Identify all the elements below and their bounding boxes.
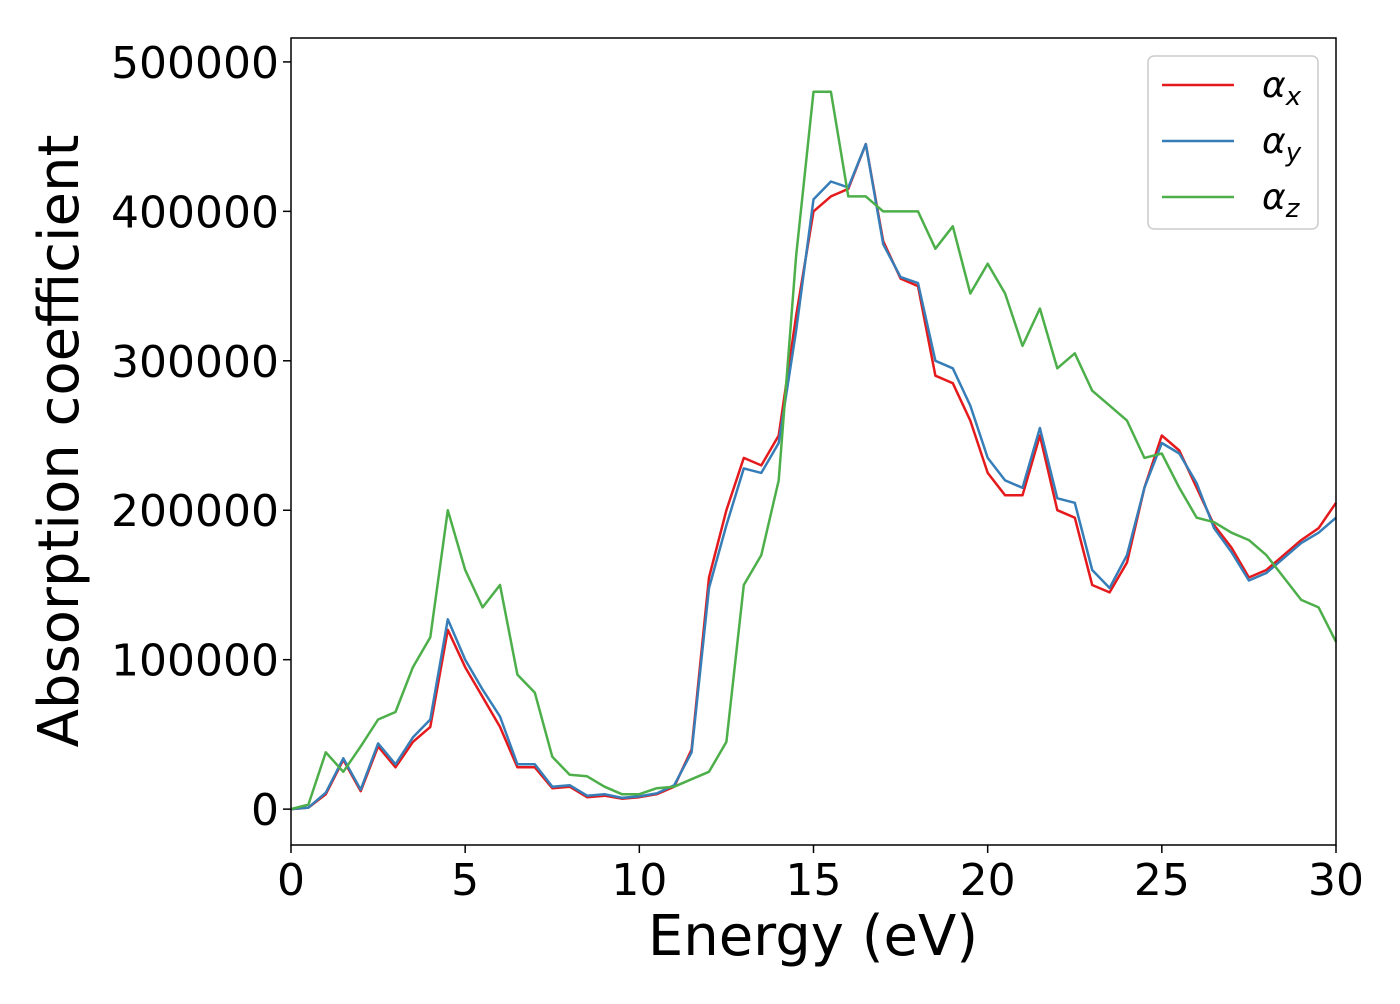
- x-tick-label: 10: [611, 855, 667, 906]
- series-line: [290, 142, 1337, 811]
- legend: αx αy αz: [1147, 55, 1319, 230]
- y-tick-label: 200000: [111, 486, 279, 537]
- legend-label: αy: [1262, 121, 1302, 168]
- y-tick-label: 100000: [111, 636, 279, 687]
- x-tick-label: 5: [451, 855, 479, 906]
- legend-box: [1147, 55, 1319, 230]
- x-tick-label: 30: [1308, 855, 1364, 906]
- x-tick-label: 0: [277, 855, 305, 906]
- y-tick-label: 0: [251, 785, 279, 836]
- axes-frame: [290, 37, 1337, 846]
- legend-label: αx: [1262, 65, 1302, 112]
- series-line: [290, 90, 1338, 811]
- y-tick-label: 400000: [111, 187, 279, 238]
- y-tick-label: 300000: [111, 337, 279, 388]
- y-axis-label: Absorption coefficient: [27, 135, 92, 748]
- series-line: [290, 142, 1338, 811]
- legend-label: αz: [1262, 177, 1301, 224]
- x-axis-label: Energy (eV): [648, 904, 978, 969]
- x-tick-label: 25: [1134, 855, 1190, 906]
- x-tick-label: 20: [960, 855, 1016, 906]
- y-tick-label: 500000: [111, 38, 279, 89]
- x-tick-label: 15: [786, 855, 842, 906]
